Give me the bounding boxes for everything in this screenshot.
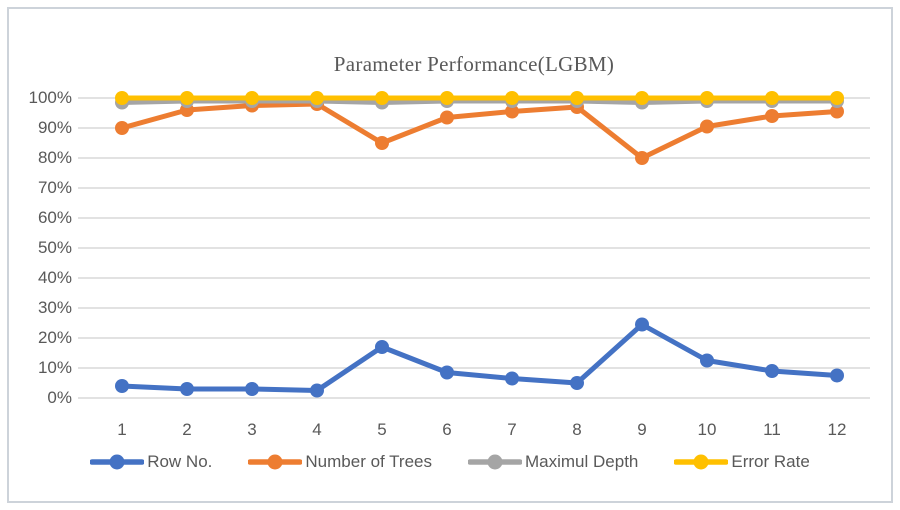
- x-axis-tick-label: 7: [507, 420, 517, 439]
- y-axis-tick-label: 30%: [37, 298, 72, 317]
- data-point-number-of-trees: [700, 119, 714, 134]
- x-axis-tick-label: 6: [442, 420, 452, 439]
- y-axis-tick-label: 0%: [47, 388, 72, 407]
- y-axis-tick-label: 70%: [37, 178, 72, 197]
- legend-label-number-of-trees: Number of Trees: [305, 452, 432, 471]
- legend-item-maximul-depth: Maximul Depth: [468, 452, 638, 472]
- data-point-error-rate: [310, 91, 324, 105]
- data-point-error-rate: [180, 91, 194, 105]
- x-axis-tick-label: 1: [117, 420, 127, 439]
- data-point-error-rate: [245, 91, 259, 105]
- data-point-error-rate: [440, 91, 454, 105]
- legend-item-error-rate: Error Rate: [674, 452, 810, 472]
- data-point-number-of-trees: [115, 121, 129, 135]
- legend-marker-row-no-: [90, 454, 145, 470]
- y-axis-tick-label: 80%: [37, 148, 72, 167]
- data-point-row-no-: [440, 365, 454, 380]
- data-point-number-of-trees: [505, 104, 519, 119]
- data-point-error-rate: [830, 91, 844, 105]
- data-point-row-no-: [765, 364, 779, 378]
- legend-label-row-no-: Row No.: [147, 452, 213, 471]
- x-axis-tick-label: 5: [377, 420, 387, 439]
- legend-marker-number-of-trees: [248, 454, 303, 470]
- chart-legend: Row No. Number of Trees Maximul Depth Error…: [0, 452, 900, 472]
- legend-marker-error-rate: [674, 454, 729, 470]
- data-point-number-of-trees: [635, 151, 649, 165]
- chart-title: Parameter Performance(LGBM): [333, 52, 615, 76]
- data-point-row-no-: [115, 379, 129, 393]
- x-axis-tick-label: 11: [763, 420, 781, 439]
- data-point-row-no-: [505, 371, 519, 386]
- data-point-error-rate: [765, 91, 779, 105]
- series-line-row-no-: [119, 322, 840, 393]
- data-point-number-of-trees: [830, 104, 844, 119]
- series-line-number-of-trees: [119, 101, 840, 161]
- y-axis-tick-label: 100%: [28, 88, 72, 107]
- data-point-error-rate: [375, 91, 389, 105]
- data-point-row-no-: [570, 376, 584, 390]
- y-axis-tick-label: 40%: [37, 268, 72, 287]
- data-point-error-rate: [115, 91, 129, 105]
- y-axis-tick-label: 10%: [37, 358, 72, 377]
- y-axis-tick-label: 60%: [37, 208, 72, 227]
- x-axis-tick-label: 9: [637, 420, 647, 439]
- x-axis-tick-label: 2: [182, 420, 192, 439]
- data-point-row-no-: [700, 353, 714, 368]
- x-axis-tick-label: 10: [697, 420, 717, 439]
- data-point-number-of-trees: [375, 136, 389, 150]
- data-point-row-no-: [830, 368, 844, 383]
- data-point-row-no-: [375, 340, 389, 354]
- legend-label-error-rate: Error Rate: [731, 452, 810, 471]
- data-point-error-rate: [505, 91, 519, 105]
- data-point-number-of-trees: [440, 110, 454, 125]
- legend-marker-maximul-depth: [468, 454, 522, 470]
- legend-label-maximul-depth: Maximul Depth: [525, 452, 639, 471]
- y-axis-tick-label: 90%: [37, 118, 72, 137]
- data-point-row-no-: [180, 382, 194, 396]
- x-axis-tick-label: 3: [247, 420, 257, 439]
- data-point-row-no-: [635, 317, 649, 332]
- series-line-maximul-depth: [119, 98, 840, 105]
- y-axis-tick-label: 50%: [37, 238, 72, 257]
- legend-item-row-no-: Row No.: [90, 452, 212, 472]
- x-axis-tick-label: 12: [827, 420, 847, 439]
- data-point-error-rate: [635, 91, 649, 105]
- data-point-number-of-trees: [765, 109, 779, 123]
- data-point-row-no-: [245, 382, 259, 396]
- y-axis-tick-label: 20%: [37, 328, 72, 347]
- data-point-error-rate: [700, 91, 714, 105]
- x-axis-tick-label: 4: [312, 420, 322, 439]
- data-point-row-no-: [310, 383, 324, 398]
- legend-item-number-of-trees: Number of Trees: [248, 452, 432, 472]
- x-axis-tick-label: 8: [572, 420, 582, 439]
- data-point-error-rate: [570, 91, 584, 105]
